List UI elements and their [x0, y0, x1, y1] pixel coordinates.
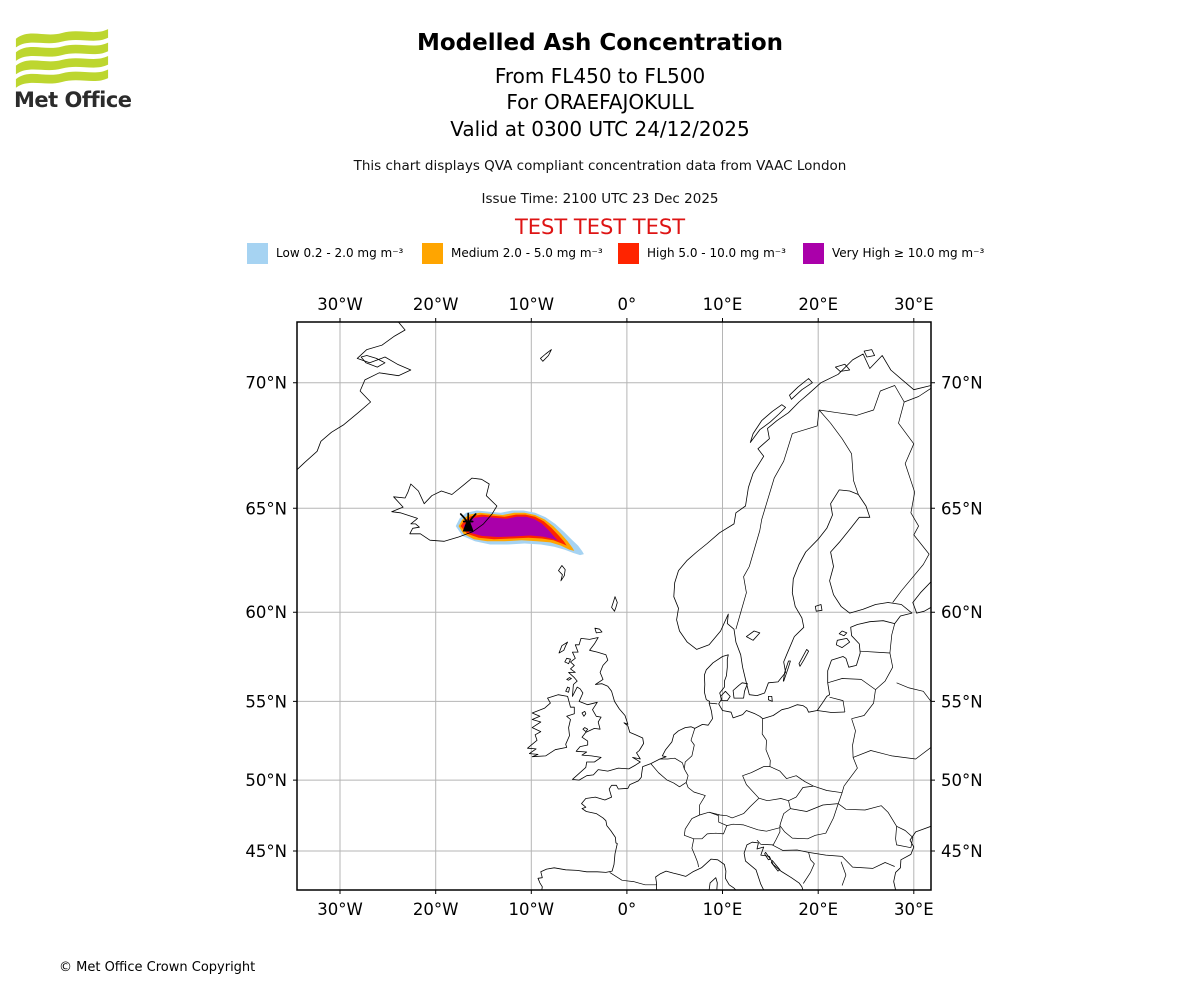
legend-label-very-high: Very High ≥ 10.0 mg m⁻³: [832, 246, 985, 260]
lon-tick-label: 0°: [618, 900, 637, 919]
lat-tick-label: 55°N: [245, 692, 287, 711]
lon-tick-label: 20°E: [798, 295, 838, 314]
lon-tick-label: 30°W: [317, 295, 363, 314]
lat-tick-label: 70°N: [245, 374, 287, 393]
subtitle-flight-levels: From FL450 to FL500: [494, 64, 706, 88]
lat-tick-label: 65°N: [245, 499, 287, 518]
lon-tick-label: 20°E: [798, 900, 838, 919]
page-title: Modelled Ash Concentration: [416, 30, 784, 56]
lat-tick-label: 60°N: [941, 603, 983, 622]
legend-item-low: Low 0.2 - 2.0 mg m⁻³: [247, 242, 403, 264]
test-banner: TEST TEST TEST: [514, 215, 686, 239]
met-office-waves-icon: [15, 29, 109, 88]
legend-label-high: High 5.0 - 10.0 mg m⁻³: [647, 246, 786, 260]
lat-tick-label: 65°N: [941, 499, 983, 518]
map-content: [297, 322, 931, 890]
legend-item-high: High 5.0 - 10.0 mg m⁻³: [618, 242, 786, 264]
lon-tick-label: 20°W: [413, 900, 459, 919]
lon-tick-label: 10°E: [703, 900, 743, 919]
lon-tick-label: 20°W: [413, 295, 459, 314]
legend-item-very-high: Very High ≥ 10.0 mg m⁻³: [803, 242, 984, 264]
graticule-grid: [297, 322, 931, 890]
coastlines: [297, 322, 931, 890]
met-office-logo-text: Met Office: [14, 88, 132, 112]
legend-swatch-medium: [422, 242, 443, 264]
legend-label-low: Low 0.2 - 2.0 mg m⁻³: [276, 246, 404, 260]
lat-tick-label: 60°N: [245, 603, 287, 622]
lat-tick-label: 70°N: [941, 374, 983, 393]
met-office-logo: [14, 26, 124, 92]
qva-compliance-note: This chart displays QVA compliant concen…: [353, 158, 847, 174]
lat-tick-label: 45°N: [245, 842, 287, 861]
axis-labels: 30°W 30°W 20°W 20°W 10°W 10°W 0° 0° 10°E 10°E 20°E…: [245, 295, 982, 919]
lon-tick-label: 30°W: [317, 900, 363, 919]
subtitle-volcano: For ORAEFAJOKULL: [506, 90, 694, 114]
issue-time: Issue Time: 2100 UTC 23 Dec 2025: [481, 191, 719, 207]
legend-swatch-very-high: [803, 242, 824, 264]
lat-tick-label: 55°N: [941, 692, 983, 711]
copyright-notice: © Met Office Crown Copyright: [59, 960, 256, 975]
plume-level-very-high: [463, 516, 559, 541]
country-borders: [609, 385, 931, 886]
legend-label-medium: Medium 2.0 - 5.0 mg m⁻³: [451, 246, 603, 260]
lon-tick-label: 10°W: [509, 900, 555, 919]
volcano-marker: [459, 512, 477, 532]
lon-tick-label: 30°E: [894, 295, 934, 314]
lon-tick-label: 10°W: [509, 295, 555, 314]
ash-plume-contours: [455, 510, 584, 556]
legend-item-medium: Medium 2.0 - 5.0 mg m⁻³: [422, 242, 603, 264]
lat-tick-label: 50°N: [245, 771, 287, 790]
lon-tick-label: 30°E: [894, 900, 934, 919]
lat-tick-label: 50°N: [941, 771, 983, 790]
map: 30°W 30°W 20°W 20°W 10°W 10°W 0° 0° 10°E 10°E 20°E…: [245, 295, 982, 919]
lon-tick-label: 10°E: [703, 295, 743, 314]
lat-tick-label: 45°N: [941, 842, 983, 861]
lon-tick-label: 0°: [618, 295, 637, 314]
subtitle-valid-time: Valid at 0300 UTC 24/12/2025: [450, 117, 750, 141]
legend-swatch-low: [247, 242, 268, 264]
map-frame: [296, 321, 932, 891]
legend-swatch-high: [618, 242, 639, 264]
